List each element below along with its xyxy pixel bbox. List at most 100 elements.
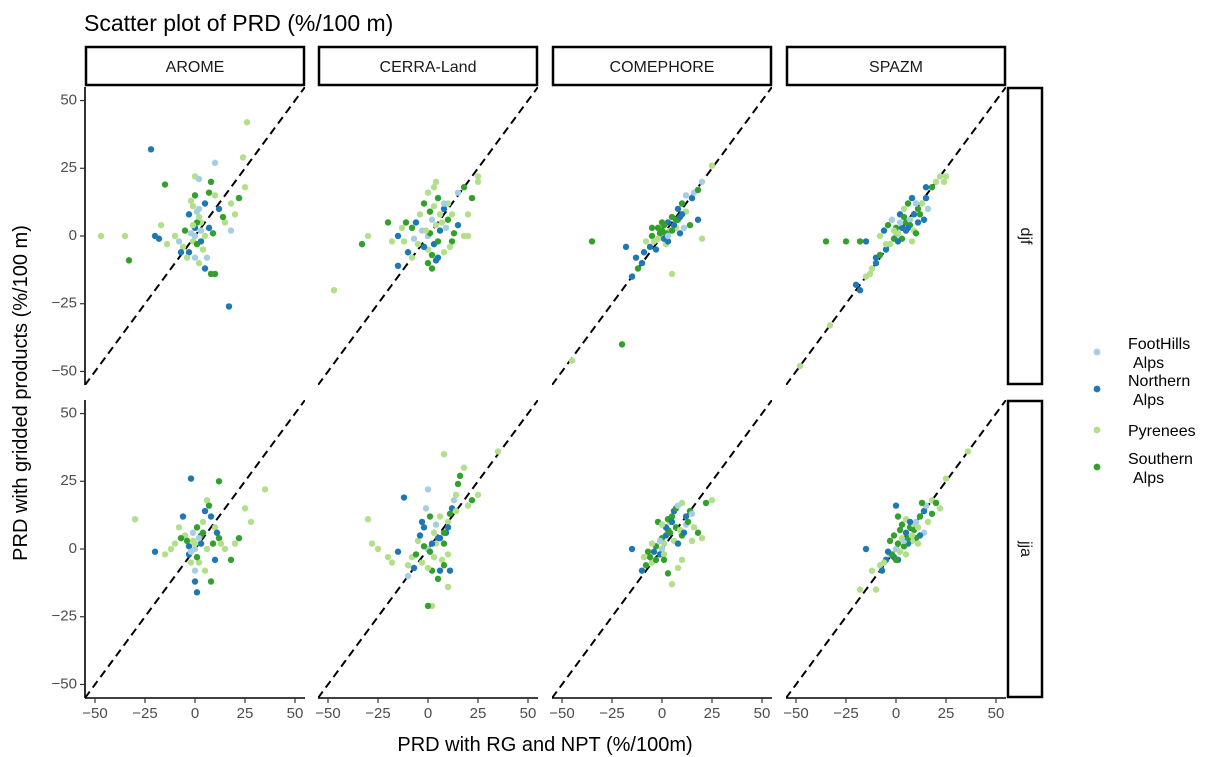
data-point-southern-alps	[648, 232, 656, 240]
data-point-foothills-alps	[428, 216, 436, 223]
data-point-pyrenees	[187, 197, 195, 204]
data-point-northern-alps	[416, 532, 424, 539]
data-point-northern-alps	[191, 578, 199, 585]
data-point-pyrenees	[157, 221, 165, 229]
data-point-pyrenees	[203, 497, 211, 504]
data-point-pyrenees	[826, 322, 834, 329]
data-point-foothills-alps	[912, 518, 920, 526]
data-point-pyrenees	[890, 227, 898, 234]
data-point-pyrenees	[856, 586, 864, 593]
x-tick-label: 0	[191, 705, 199, 722]
data-point-pyrenees	[896, 548, 904, 555]
data-point-southern-alps	[928, 510, 936, 517]
strip-djf	[1006, 86, 1044, 386]
data-point-northern-alps	[862, 238, 870, 245]
data-point-pyrenees	[494, 448, 502, 455]
data-point-northern-alps	[177, 249, 185, 256]
data-point-foothills-alps	[195, 534, 203, 542]
data-point-northern-alps	[412, 219, 420, 226]
data-point-pyrenees	[364, 232, 372, 240]
legend-key-pyrenees	[1093, 426, 1101, 434]
data-point-pyrenees	[199, 246, 207, 253]
data-point-pyrenees	[221, 219, 229, 226]
data-point-southern-alps	[424, 602, 432, 610]
data-point-southern-alps	[932, 499, 940, 507]
data-point-southern-alps	[894, 513, 902, 520]
data-point-pyrenees	[217, 540, 225, 547]
data-point-pyrenees	[167, 545, 175, 553]
data-point-northern-alps	[404, 249, 412, 256]
data-point-pyrenees	[416, 211, 424, 218]
x-tick-label: 25	[704, 705, 721, 722]
data-point-foothills-alps	[410, 235, 418, 242]
data-point-pyrenees	[708, 497, 716, 504]
data-point-northern-alps	[187, 475, 195, 482]
data-point-southern-alps	[428, 251, 436, 259]
data-point-northern-alps	[207, 513, 215, 520]
data-point-foothills-alps	[175, 238, 183, 245]
data-point-southern-alps	[904, 200, 912, 207]
data-point-northern-alps	[676, 213, 684, 221]
data-point-foothills-alps	[896, 219, 904, 226]
data-point-southern-alps	[384, 219, 392, 226]
data-point-foothills-alps	[656, 537, 664, 545]
data-point-foothills-alps	[682, 192, 690, 199]
data-point-pyrenees	[474, 178, 482, 186]
data-point-northern-alps	[884, 548, 892, 555]
data-point-foothills-alps	[450, 497, 458, 504]
data-point-southern-alps	[181, 227, 189, 234]
data-point-pyrenees	[940, 178, 948, 186]
x-tick-label: 0	[424, 705, 432, 722]
data-point-southern-alps	[660, 556, 668, 564]
data-point-foothills-alps	[227, 227, 235, 234]
data-point-pyrenees	[440, 249, 448, 256]
data-point-southern-alps	[125, 257, 133, 264]
data-point-southern-alps	[886, 537, 894, 545]
data-point-foothills-alps	[197, 227, 205, 234]
data-point-northern-alps	[394, 262, 402, 269]
strip-label-cerra-land: CERRA-Land	[380, 59, 477, 76]
strip-label-spazm: SPAZM	[869, 59, 923, 76]
data-point-southern-alps	[654, 224, 662, 232]
x-tick-label: 50	[754, 705, 771, 722]
data-point-southern-alps	[207, 578, 215, 585]
data-point-northern-alps	[622, 243, 630, 251]
data-point-northern-alps	[682, 513, 690, 520]
legend-key-foothills-alps	[1093, 348, 1101, 356]
data-point-northern-alps	[922, 184, 930, 191]
data-point-southern-alps	[434, 575, 442, 582]
data-point-pyrenees	[199, 518, 207, 526]
data-point-pyrenees	[189, 221, 197, 229]
data-point-northern-alps	[213, 529, 221, 536]
data-point-northern-alps	[640, 249, 648, 256]
x-axis-title: PRD with RG and NPT (%/100m)	[397, 734, 692, 756]
data-point-northern-alps	[670, 221, 678, 229]
data-point-northern-alps	[852, 281, 860, 288]
data-point-pyrenees	[430, 529, 438, 536]
data-point-northern-alps	[428, 540, 436, 547]
data-point-northern-alps	[420, 243, 428, 251]
data-point-pyrenees	[678, 556, 686, 564]
data-point-southern-alps	[444, 216, 452, 223]
data-point-northern-alps	[694, 216, 702, 223]
x-tick-label: −50	[783, 705, 808, 722]
data-point-foothills-alps	[195, 175, 203, 183]
data-point-pyrenees	[440, 450, 448, 458]
data-point-southern-alps	[183, 537, 191, 545]
data-point-southern-alps	[892, 556, 900, 564]
data-point-northern-alps	[908, 194, 916, 202]
data-point-pyrenees	[430, 203, 438, 210]
panel-cerra-land-djf	[318, 87, 538, 385]
data-point-southern-alps	[642, 562, 650, 569]
data-point-pyrenees	[189, 203, 197, 210]
data-point-southern-alps	[199, 529, 207, 536]
data-point-pyrenees	[660, 551, 668, 558]
data-point-pyrenees	[171, 540, 179, 547]
x-tick-label: −50	[549, 705, 574, 722]
data-point-northern-alps	[211, 556, 219, 564]
data-point-northern-alps	[920, 216, 928, 223]
data-point-northern-alps	[628, 273, 636, 280]
data-point-pyrenees	[464, 502, 472, 509]
panel-plot-area	[552, 87, 772, 385]
data-point-pyrenees	[908, 532, 916, 539]
